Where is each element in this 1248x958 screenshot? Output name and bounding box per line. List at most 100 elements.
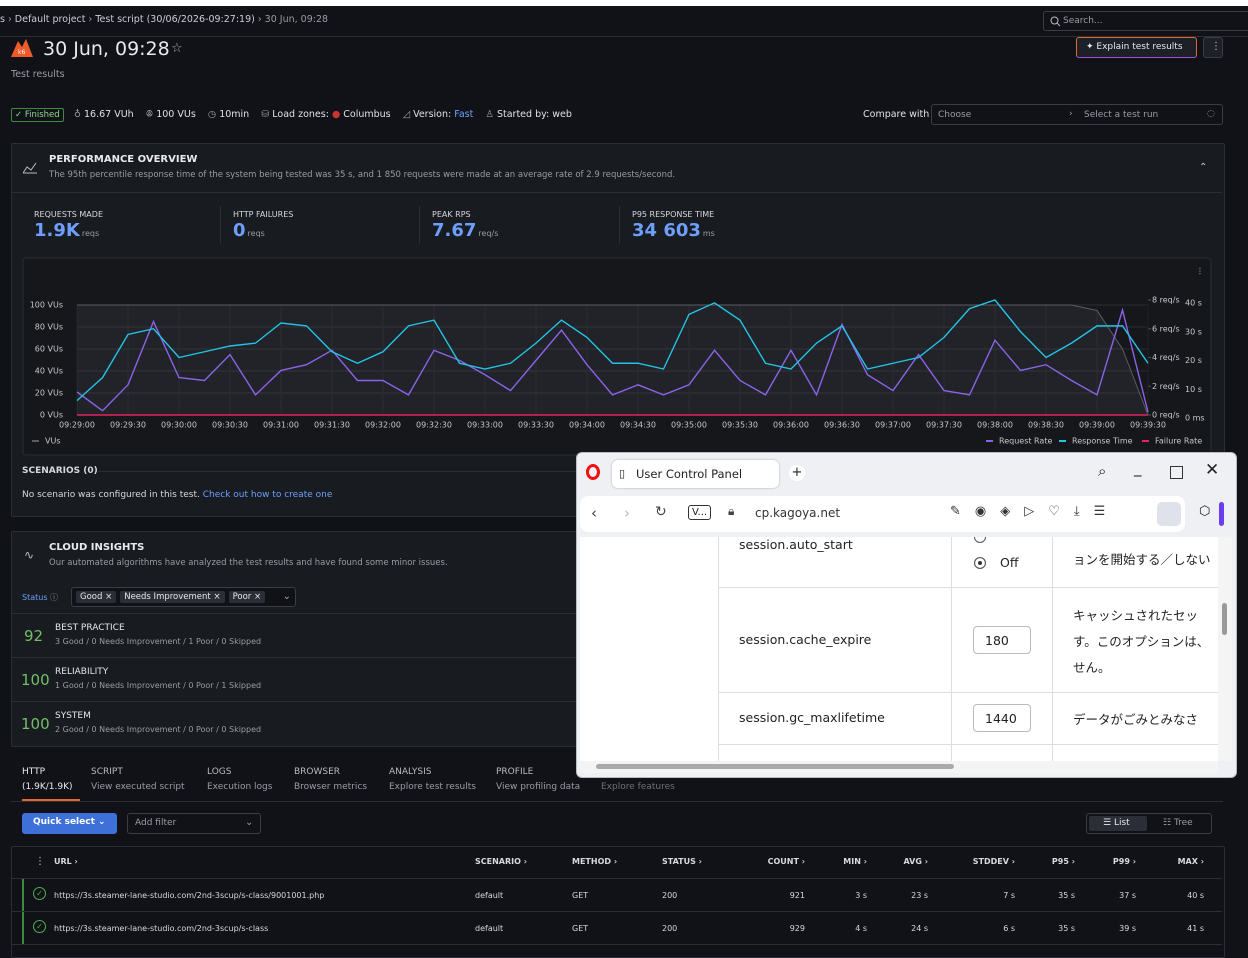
tab[interactable]: BROWSER	[294, 767, 341, 777]
tab-sub[interactable]: Browser metrics	[294, 782, 368, 792]
input-value: 1440	[985, 711, 1017, 726]
row-line	[718, 744, 1218, 745]
setting-description: す。このオプションは、	[1073, 633, 1210, 649]
setting-description: データがごみとみなさ	[1073, 712, 1199, 727]
list-label: List	[1113, 818, 1130, 828]
stat: 7.67 req/s	[432, 220, 498, 241]
y2-tick-label: 0 req/s	[1152, 411, 1180, 420]
tab-sub[interactable]: View profiling data	[496, 782, 581, 792]
chart-menu[interactable]: ⋮	[1196, 267, 1204, 276]
column-header[interactable]: SCENARIO ›	[475, 857, 527, 866]
maximize[interactable]	[1170, 466, 1183, 479]
tab[interactable]: HTTP	[22, 767, 46, 777]
site-badge[interactable]: V...	[688, 505, 712, 520]
compare-select[interactable]: Choose › Select a test run ◌	[931, 104, 1223, 125]
table-cell: 37 s	[1119, 891, 1136, 900]
x-tick-label: 09:32:30	[416, 421, 452, 430]
overview-title: PERFORMANCE OVERVIEW	[49, 154, 198, 165]
radio-selected[interactable]	[974, 557, 986, 569]
column-header[interactable]: STDDEV ›	[935, 857, 1015, 866]
chip-remove: ×	[251, 592, 262, 602]
crumb[interactable]: Default project	[14, 14, 86, 25]
tab-sub[interactable]: Explore features	[601, 782, 675, 792]
insight-score: 100	[21, 715, 50, 733]
browser-tab[interactable]: ▯ User Control Panel	[612, 460, 779, 488]
column-header[interactable]: MAX ›	[1124, 857, 1204, 866]
crumb[interactable]: s	[0, 14, 5, 25]
insight-name: RELIABILITY	[55, 667, 109, 677]
tab-title: User Control Panel	[636, 467, 743, 481]
column-header[interactable]: URL ›	[54, 857, 78, 866]
minimize[interactable]: _	[1134, 459, 1142, 477]
tab-sub[interactable]: (1.9K/1.9K)	[22, 782, 73, 792]
setting-input[interactable]: 180	[973, 625, 1031, 654]
tab-sub[interactable]: Explore test results	[389, 782, 476, 792]
stat-value: 7.67	[432, 220, 477, 241]
column-label: COUNT	[767, 857, 799, 866]
tab[interactable]: LOGS	[207, 767, 232, 777]
tab[interactable]: ANALYSIS	[389, 767, 432, 777]
extensions[interactable]: ⬡	[1199, 504, 1211, 519]
collapse-button[interactable]: ⌃	[1199, 162, 1208, 173]
star-icon[interactable]: ☆	[171, 41, 183, 56]
lock: 🔒︎	[728, 504, 735, 518]
explain-button[interactable]: ✦ Explain test results	[1076, 37, 1197, 58]
url[interactable]: cp.kagoya.net	[755, 506, 841, 520]
sort-icon: ›	[1197, 857, 1204, 866]
column-label: SCENARIO	[475, 857, 521, 866]
compare-label: Compare with	[863, 109, 930, 120]
search-tabs[interactable]: ⌕	[1098, 462, 1107, 480]
list-button[interactable]: ☰ List	[1089, 816, 1147, 831]
x-tick-label: 09:29:30	[110, 421, 146, 430]
close[interactable]: ✕	[1205, 460, 1220, 480]
column-header[interactable]: P95 ›	[995, 857, 1075, 866]
back[interactable]: ‹	[591, 504, 597, 522]
insight-detail: 2 Good / 0 Needs Improvement / 0 Poor / …	[55, 725, 262, 734]
scenarios-message: No scenario was configured in this test.	[22, 490, 200, 500]
filter-chip[interactable]: Good ×	[76, 591, 117, 603]
chip-dropdown[interactable]: ⌄	[282, 591, 291, 602]
new-tab[interactable]: +	[789, 465, 805, 481]
status-filter[interactable]: Good × Needs Improvement × Poor × ⌄	[71, 587, 296, 607]
column-header[interactable]: P99 ›	[1056, 857, 1136, 866]
tab[interactable]: SCRIPT	[91, 767, 123, 777]
compare-run: Select a test run	[1084, 110, 1159, 120]
column-header[interactable]: METHOD ›	[572, 857, 617, 866]
tab[interactable]: PROFILE	[496, 767, 534, 777]
forward[interactable]: ›	[624, 504, 630, 522]
column-label: MIN	[843, 857, 861, 866]
h-scrollbar[interactable]	[580, 761, 1218, 773]
search-box[interactable]: Search...	[1043, 11, 1248, 31]
tab-sub[interactable]: View executed script	[91, 782, 185, 792]
setting-name: session.auto_start	[739, 537, 853, 552]
table-cell: default	[475, 891, 504, 900]
profile[interactable]	[1157, 502, 1181, 526]
x-tick-label: 09:39:00	[1079, 421, 1115, 430]
row-line	[718, 692, 1218, 693]
crumb[interactable]: Test script (30/06/2026-09:27:19)	[95, 14, 255, 25]
radio	[974, 537, 986, 543]
x-tick-label: 09:34:30	[620, 421, 656, 430]
column-header[interactable]: AVG ›	[848, 857, 929, 866]
reload[interactable]: ↻	[655, 504, 667, 520]
more-button[interactable]: ⋮	[1203, 37, 1223, 58]
filter-chip[interactable]: Poor ×	[228, 591, 266, 603]
column-label: STATUS	[662, 857, 696, 866]
scenarios-link[interactable]: Check out how to create one	[202, 490, 333, 500]
filter-chip[interactable]: Needs Improvement ×	[120, 591, 225, 603]
page-content: session.auto_start Off ョンを開始する／しない session.…	[580, 537, 1218, 761]
column-header[interactable]: MIN ›	[787, 857, 867, 866]
v-scrollbar[interactable]	[1218, 537, 1232, 761]
setting-input[interactable]: 1440	[973, 704, 1031, 732]
tree-button[interactable]: ☷ Tree	[1163, 818, 1193, 828]
column-header[interactable]: STATUS ›	[662, 857, 702, 866]
quick-select-button[interactable]: Quick select ⌄	[22, 813, 117, 834]
version[interactable]: Fast	[454, 109, 474, 120]
column-menu[interactable]: ⋮	[35, 856, 45, 867]
toolbar-icons[interactable]: ✎◉◈▷♡⤓☰	[950, 504, 1120, 519]
add-filter[interactable]: Add filter ⌄	[127, 813, 261, 834]
tab-sub[interactable]: Execution logs	[207, 782, 273, 792]
column-header[interactable]: COUNT ›	[725, 857, 805, 866]
table-cell: GET	[572, 924, 589, 933]
